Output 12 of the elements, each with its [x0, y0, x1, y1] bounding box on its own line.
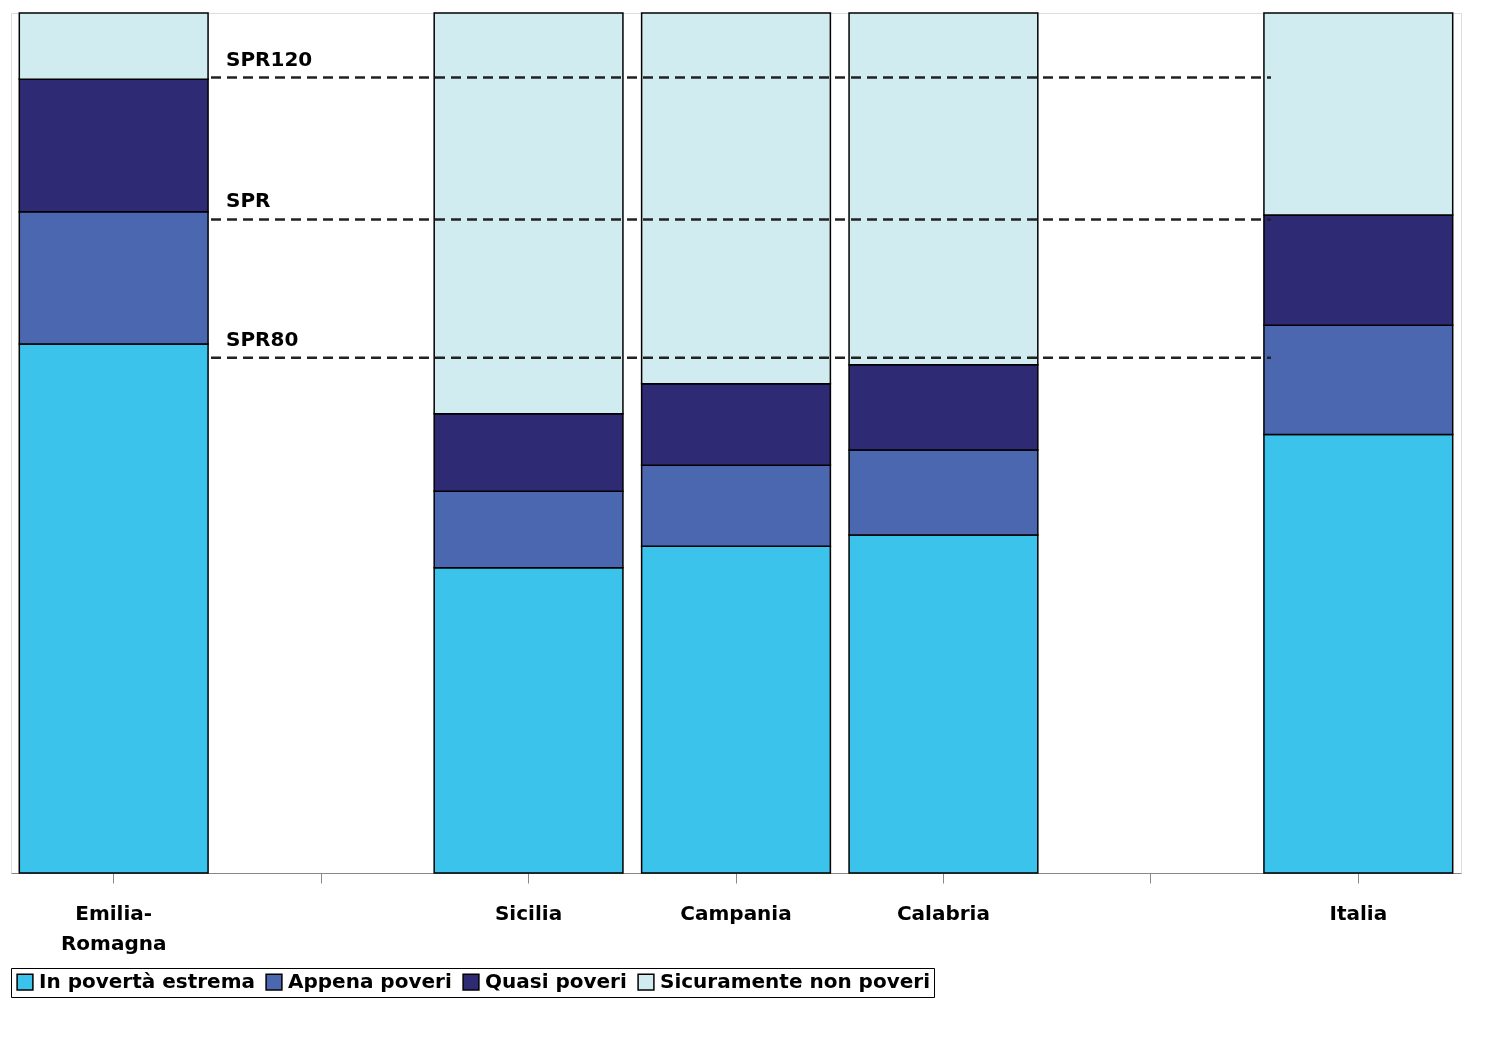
- legend-label: Sicuramente non poveri: [660, 969, 930, 994]
- x-tick-label: Italia: [1329, 900, 1388, 925]
- x-tick-label: Emilia-Romagna: [60, 900, 167, 955]
- ref-line-label: SPR120: [226, 46, 313, 71]
- legend-label: Appena poveri: [288, 969, 452, 994]
- x-tick-label: Sicilia: [494, 900, 563, 925]
- x-tick-label: Campania: [680, 900, 792, 925]
- x-tick-label: Calabria: [896, 900, 990, 925]
- legend-label: Quasi poveri: [485, 969, 627, 994]
- ref-line-label: SPR80: [226, 326, 299, 351]
- ref-line-label: SPR: [226, 188, 271, 213]
- legend-label: In povertà estrema: [39, 969, 255, 994]
